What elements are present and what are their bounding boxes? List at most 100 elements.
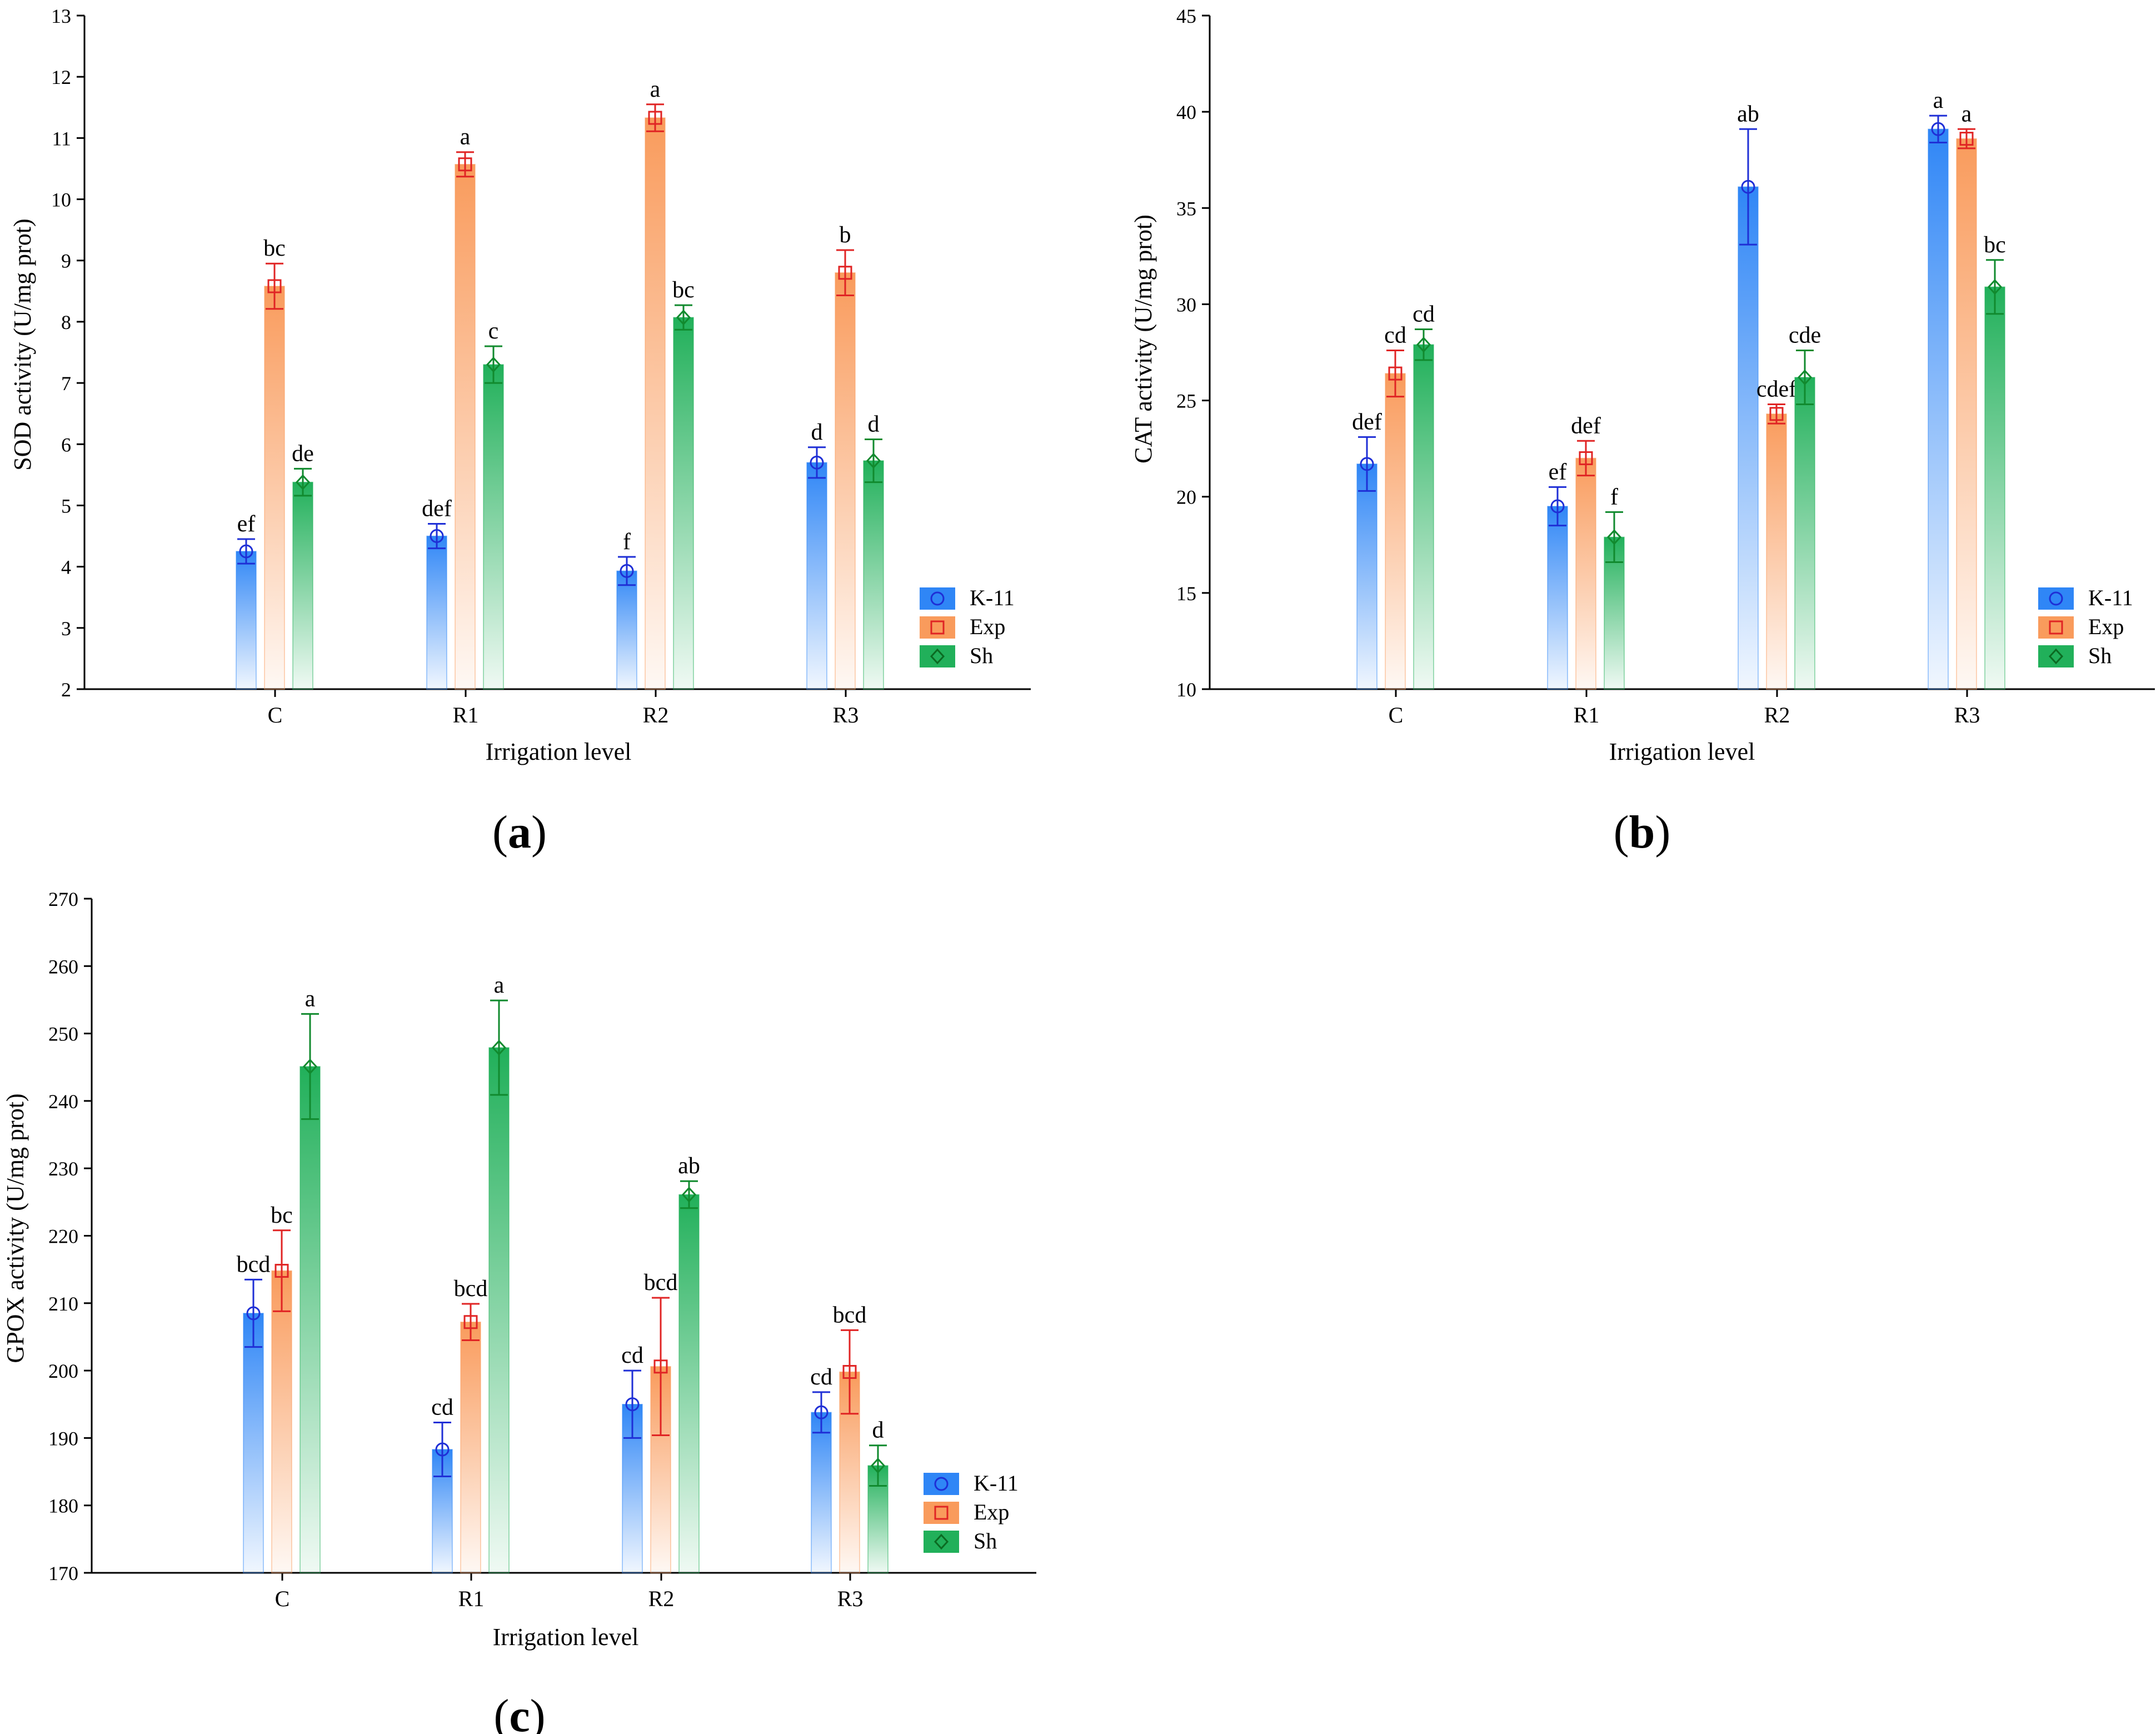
y-tick-label: 240 (48, 1090, 78, 1113)
panel-label: (a) (492, 806, 547, 858)
mean-marker (1741, 180, 1755, 194)
error-bar (1739, 128, 1757, 246)
significance-label: cd (1384, 323, 1406, 348)
error-bar (294, 467, 312, 497)
error-bar (836, 249, 854, 297)
bar (1547, 506, 1568, 690)
y-tick-label: 210 (48, 1293, 78, 1315)
bar (1794, 377, 1815, 690)
significance-label: d (811, 420, 823, 445)
error-bar (237, 538, 255, 565)
error-bar (652, 1297, 670, 1437)
significance-label: c (488, 318, 499, 344)
x-tick-label: R2 (1764, 702, 1790, 728)
bar (264, 286, 285, 690)
y-tick-label: 4 (61, 556, 71, 579)
legend-marker (930, 620, 945, 635)
y-axis-label: GPOX activity (U/mg prot) (2, 1093, 29, 1363)
mean-marker (866, 452, 881, 469)
bar (863, 460, 884, 690)
mean-marker (458, 157, 472, 172)
mean-marker (620, 564, 634, 578)
bar (271, 1270, 292, 1573)
bar (678, 1194, 700, 1573)
x-tick-label: C (268, 702, 283, 728)
y-tick-label: 40 (1176, 101, 1196, 123)
bar (1356, 464, 1378, 690)
mean-marker (435, 1442, 450, 1457)
y-tick-label: 220 (48, 1225, 78, 1248)
x-tick-label: R1 (1574, 702, 1600, 728)
x-tick-label: R1 (453, 702, 479, 728)
significance-label: def (1571, 413, 1601, 439)
legend-marker (934, 1533, 949, 1550)
error-bar (273, 1229, 291, 1312)
x-tick-label: R1 (458, 1586, 485, 1611)
y-tick-label: 30 (1176, 293, 1196, 316)
legend-label: Exp (2088, 614, 2124, 639)
significance-label: bcd (644, 1270, 678, 1295)
mean-marker (1579, 451, 1593, 465)
y-tick-label: 5 (61, 495, 71, 517)
error-bar (623, 1369, 641, 1439)
y-tick-label: 7 (61, 372, 71, 395)
series-exp: bc a a b (263, 77, 856, 690)
legend-item-k-11: K-11 (2038, 585, 2133, 610)
significance-label: bcd (454, 1276, 488, 1302)
mean-marker (246, 1306, 261, 1321)
bar (460, 1322, 481, 1573)
mean-marker (625, 1397, 640, 1412)
legend-swatch (924, 1473, 959, 1495)
y-tick-label: 35 (1176, 197, 1196, 220)
mean-marker (676, 309, 691, 326)
error-bar (1605, 511, 1623, 563)
x-tick-label: R2 (648, 1586, 675, 1611)
mean-marker (681, 1187, 697, 1203)
legend-swatch (924, 1502, 959, 1524)
legend-label: Sh (974, 1528, 997, 1553)
bar (483, 364, 504, 690)
significance-label: ab (678, 1153, 700, 1179)
mean-marker (842, 1365, 857, 1379)
legend-marker (930, 591, 945, 606)
y-tick-label: 13 (51, 5, 71, 27)
error-bar (1929, 114, 1947, 144)
significance-label: a (650, 77, 661, 102)
error-bar (680, 1180, 698, 1209)
bar (292, 481, 313, 690)
x-axis-label: Irrigation level (486, 738, 632, 765)
y-tick-label: 170 (48, 1562, 78, 1584)
legend: K-11 Exp Sh (920, 585, 1015, 668)
y-tick-label: 270 (48, 888, 78, 910)
legend-label: K-11 (2088, 585, 2133, 610)
error-bar (266, 262, 283, 310)
significance-label: a (1933, 88, 1944, 113)
significance-label: cd (431, 1395, 453, 1421)
significance-label: bcd (833, 1302, 867, 1328)
y-tick-label: 10 (1176, 679, 1196, 701)
x-tick-label: C (275, 1586, 290, 1611)
error-bar (1386, 350, 1404, 398)
mean-marker (810, 455, 824, 470)
y-axis-label: SOD activity (U/mg prot) (9, 218, 36, 470)
mean-marker (870, 1457, 886, 1474)
bar (1984, 286, 2005, 690)
y-tick-label: 9 (61, 250, 71, 272)
y-tick-label: 8 (61, 311, 71, 333)
significance-label: bcd (237, 1252, 271, 1277)
significance-label: bc (271, 1203, 293, 1228)
bar (1385, 373, 1406, 690)
legend-label: K-11 (974, 1471, 1019, 1496)
significance-label: ef (237, 511, 256, 537)
error-bar (646, 103, 664, 132)
legend-label: Sh (970, 643, 993, 668)
x-axis-label: Irrigation level (493, 1623, 639, 1651)
x-tick-label: R3 (1954, 702, 1980, 728)
legend: K-11 Exp Sh (2038, 585, 2133, 668)
y-tick-label: 250 (48, 1023, 78, 1045)
error-bar (1986, 259, 2004, 315)
error-bar (618, 556, 636, 586)
legend-label: Exp (974, 1499, 1009, 1524)
legend-marker (2049, 591, 2063, 606)
